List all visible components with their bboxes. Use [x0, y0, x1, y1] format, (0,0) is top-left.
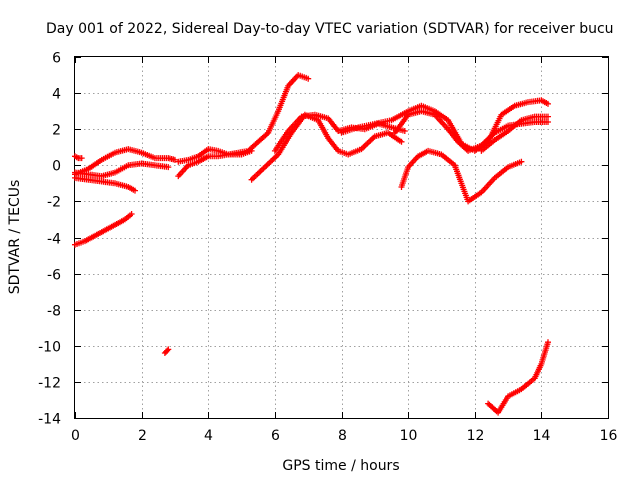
y-tick-label: -6 — [47, 268, 61, 284]
x-tick-label: 12 — [467, 428, 485, 444]
data-point — [165, 346, 172, 353]
series-arc-4 — [72, 160, 172, 180]
y-tick-labels: -14 -12 -10 -8 -6 -4 -2 0 2 4 6 — [38, 51, 61, 428]
series-arc-14 — [398, 147, 525, 205]
data-point — [401, 128, 408, 134]
series-arc-6 — [161, 346, 172, 356]
y-tick-label: 2 — [52, 123, 61, 139]
x-tick-label: 6 — [271, 428, 280, 444]
y-tick-label: -10 — [38, 340, 61, 356]
x-tick-label: 8 — [338, 428, 347, 444]
series-arc-1 — [72, 211, 135, 248]
data-point — [545, 113, 551, 120]
chart-title: Day 001 of 2022, Sidereal Day-to-day VTE… — [46, 21, 614, 37]
x-tick-label: 4 — [204, 428, 213, 444]
data-point — [248, 147, 255, 154]
series-arc-3 — [72, 174, 138, 194]
data-point — [545, 119, 551, 125]
y-tick-label: -4 — [47, 232, 61, 248]
grid-lines — [75, 57, 608, 418]
axis-ticks — [75, 57, 609, 419]
data-point — [171, 156, 178, 163]
data-point — [132, 187, 138, 194]
y-tick-label: -8 — [47, 304, 61, 320]
plot-frame — [74, 56, 609, 419]
series-arc-12 — [391, 108, 551, 154]
y-axis-title: SDTVAR / TECUs — [7, 180, 23, 295]
data-point — [305, 75, 312, 82]
series-arc-8 — [175, 146, 255, 165]
data-point — [545, 339, 551, 346]
series-arc-13 — [478, 113, 551, 154]
series-arc-15 — [485, 339, 551, 416]
y-tick-label: -12 — [38, 376, 61, 392]
data-point — [128, 211, 135, 217]
x-tick-label: 2 — [138, 428, 147, 444]
data-point — [398, 138, 405, 145]
series-arc-5 — [72, 153, 85, 162]
x-axis-title: GPS time / hours — [282, 458, 399, 474]
data-point — [78, 155, 85, 162]
y-tick-label: 6 — [52, 51, 61, 67]
x-tick-label: 14 — [533, 428, 551, 444]
data-point — [165, 164, 172, 171]
data-point — [248, 176, 255, 183]
x-tick-labels: 0 2 4 6 8 10 12 14 16 — [71, 428, 617, 444]
data-point — [518, 158, 525, 165]
y-tick-label: 0 — [52, 159, 61, 175]
data-points — [72, 72, 551, 416]
x-tick-label: 10 — [400, 428, 418, 444]
data-point — [545, 100, 551, 107]
y-tick-label: -2 — [47, 195, 61, 211]
x-tick-label: 16 — [600, 428, 618, 444]
data-point — [164, 347, 171, 354]
x-tick-label: 0 — [71, 428, 80, 444]
y-tick-label: -14 — [38, 412, 61, 428]
y-tick-label: 4 — [52, 87, 61, 103]
